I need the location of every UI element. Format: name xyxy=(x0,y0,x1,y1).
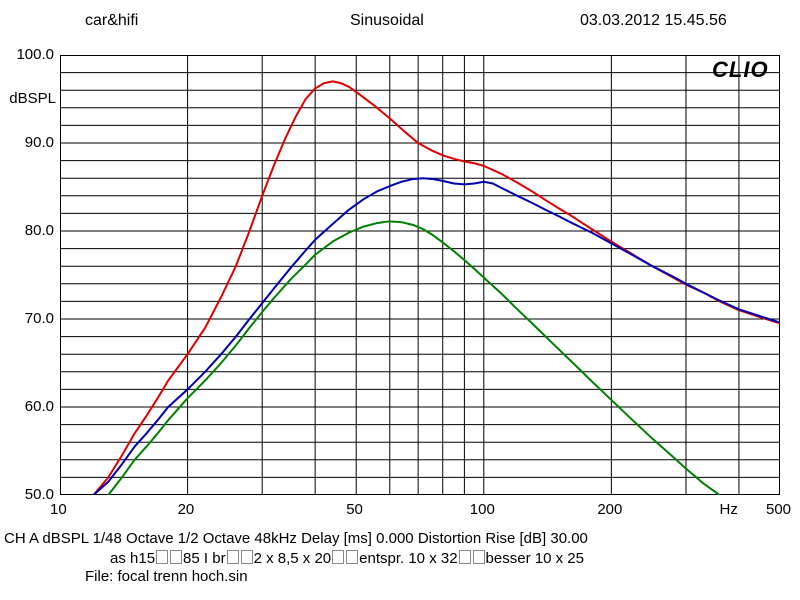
y-tick: 60.0 xyxy=(25,398,54,415)
y-tick: 90.0 xyxy=(25,134,54,151)
x-tick: 20 xyxy=(178,501,195,518)
footer-line-1-text: CH A dBSPL 1/48 Octave 1/2 Octave 48kHz … xyxy=(4,530,588,547)
header-left: car&hifi xyxy=(85,12,138,30)
chart-header: car&hifi Sinusoidal 03.03.2012 15.45.56 xyxy=(0,12,800,36)
x-tick: 50 xyxy=(346,501,363,518)
x-tick: 200 xyxy=(597,501,622,518)
header-center: Sinusoidal xyxy=(350,12,424,30)
y-tick: 70.0 xyxy=(25,310,54,327)
clio-logo: CLIO xyxy=(712,57,769,83)
plot-area: CLIO xyxy=(60,55,780,500)
x-tick: 500 xyxy=(766,501,791,518)
y-axis-label: dBSPL xyxy=(9,90,56,107)
y-tick: 100.0 xyxy=(16,46,54,63)
footer-line-2-text: as h1585 I br2 x 8,5 x 20entspr. 10 x 32… xyxy=(110,550,584,567)
footer-file-label: File: focal trenn hoch.sin xyxy=(85,568,248,585)
plot-svg xyxy=(60,55,780,495)
x-tick: 100 xyxy=(470,501,495,518)
header-right: 03.03.2012 15.45.56 xyxy=(580,12,727,30)
x-tick: 10 xyxy=(50,501,67,518)
y-tick: 80.0 xyxy=(25,222,54,239)
x-axis-label: Hz xyxy=(719,501,737,518)
